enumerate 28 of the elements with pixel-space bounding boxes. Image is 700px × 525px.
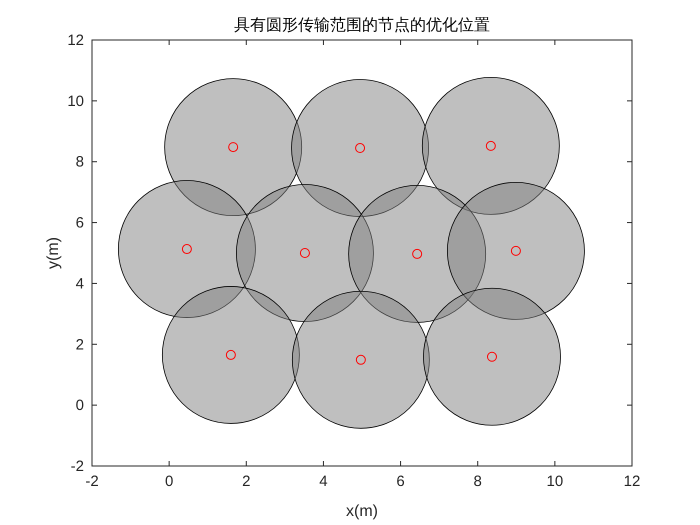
point <box>355 143 366 154</box>
chart-title: 具有圆形传输范围的节点的优化位置 <box>234 16 490 34</box>
y-tick-label: -2 <box>70 458 84 475</box>
point <box>486 140 496 151</box>
point <box>486 352 497 362</box>
y-tick-label: 8 <box>76 154 84 171</box>
x-tick-label: 0 <box>164 473 174 490</box>
point <box>226 350 236 360</box>
point <box>356 354 366 365</box>
y-axis-title: y(m) <box>45 237 62 269</box>
x-tick-label: 6 <box>396 473 405 490</box>
point <box>510 246 521 256</box>
point <box>412 248 422 259</box>
x-tick-label: 4 <box>319 473 328 490</box>
y-tick-label: 12 <box>67 32 84 49</box>
y-tick-label: 6 <box>76 214 84 232</box>
x-tick-label: 2 <box>242 473 250 490</box>
y-tick-label: 0 <box>76 397 84 414</box>
x-tick-label: 10 <box>546 473 564 490</box>
point <box>182 244 192 254</box>
x-axis-title: x(m) <box>346 503 378 520</box>
point <box>228 142 238 152</box>
y-tick-label: 10 <box>67 92 84 110</box>
point <box>300 248 310 258</box>
y-tick-label: 2 <box>76 336 84 354</box>
x-tick-label: 8 <box>474 473 482 490</box>
y-tick-label: 4 <box>76 275 84 292</box>
x-tick-label: 12 <box>624 473 640 490</box>
